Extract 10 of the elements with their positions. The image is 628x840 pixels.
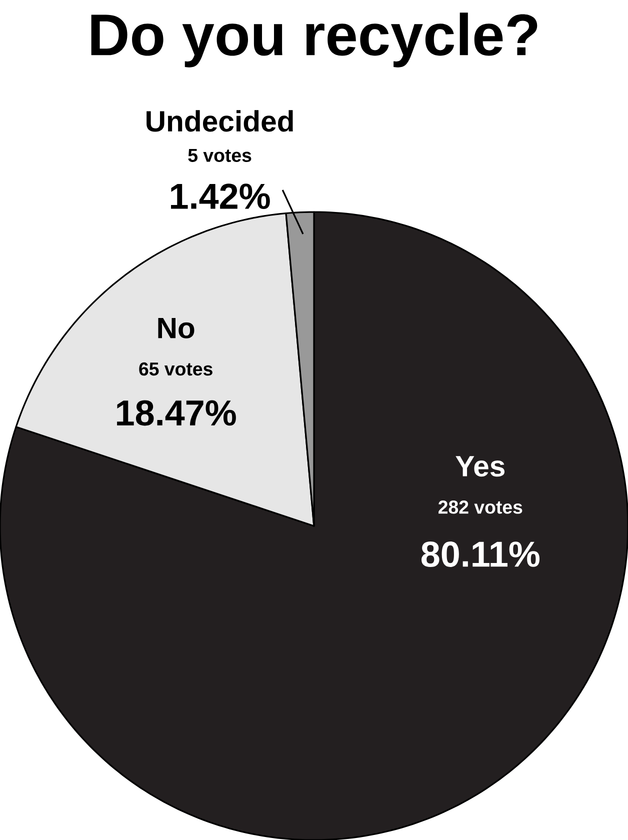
text: 18.47%: [117, 400, 236, 426]
text: 80.11%: [422, 542, 540, 568]
chart-title: Do you recycle?: [91, 12, 538, 68]
data-label: 65 votes: [139, 362, 212, 376]
slice-label: Undecided: [146, 110, 293, 132]
slice-label: No: [158, 318, 194, 338]
slice-label: Yes: [456, 456, 505, 477]
data-label: 5 votes: [188, 148, 252, 162]
text: 1.42%: [171, 184, 270, 209]
data-label: 282 votes: [438, 500, 522, 514]
